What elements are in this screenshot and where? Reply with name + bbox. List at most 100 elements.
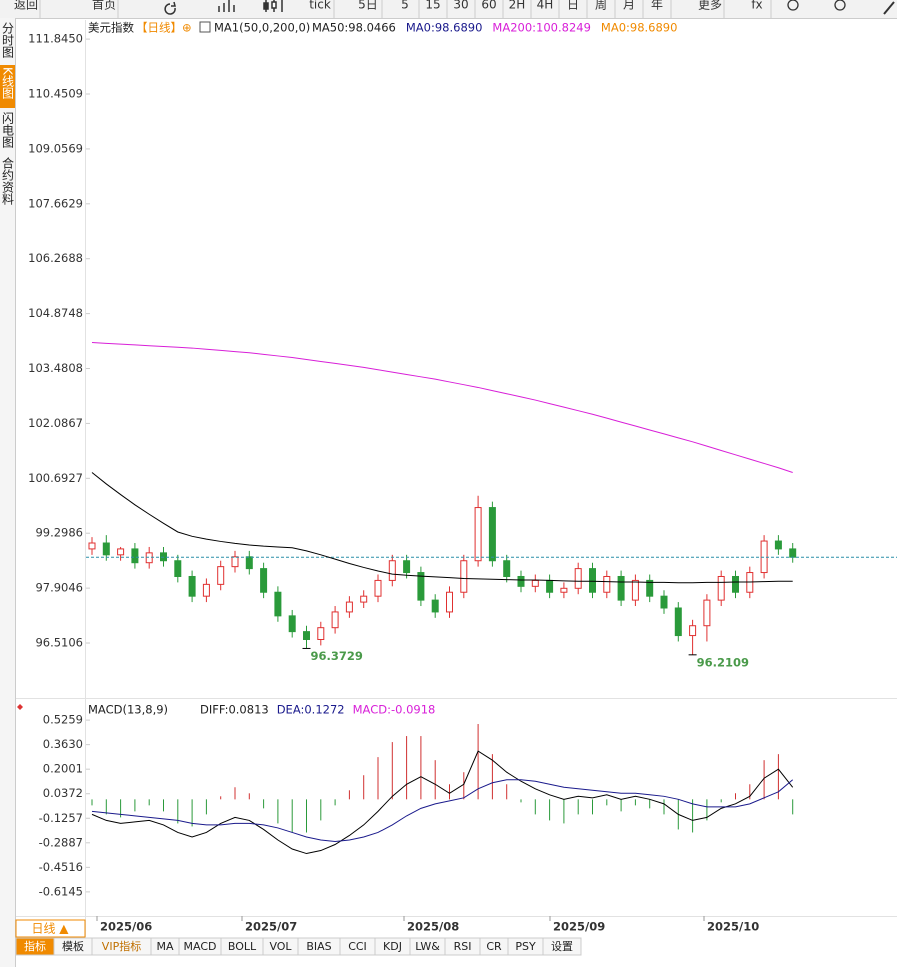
toolbar-button[interactable]: 日	[567, 0, 579, 12]
candle-body	[403, 560, 411, 574]
bottom-tab-label[interactable]: KDJ	[383, 940, 402, 953]
chart-icon[interactable]	[218, 0, 235, 12]
candle-body	[703, 599, 711, 627]
candle-body	[102, 542, 110, 556]
side-strip	[0, 18, 15, 967]
bottom-tab-label[interactable]: VIP指标	[102, 939, 141, 953]
bottom-tab-label[interactable]: VOL	[269, 940, 292, 953]
y-tick-label: 102.0867	[28, 416, 83, 430]
low-label: 96.3729	[311, 649, 363, 663]
bottom-tab-label[interactable]: LW&	[415, 940, 440, 953]
legend-entry: MA200:100.8249	[492, 21, 591, 35]
candle-body	[674, 607, 682, 637]
bottom-tab-label[interactable]: RSI	[454, 940, 472, 953]
toolbar-button[interactable]: 年	[651, 0, 663, 12]
candle-body	[131, 548, 139, 564]
side-tab[interactable]: 分时图	[1, 22, 15, 58]
indicator: MA1(50,0,200,0)	[214, 21, 310, 35]
period-button-label[interactable]: 日线 ▲	[31, 922, 69, 936]
bottom-tab-label[interactable]: CCI	[348, 940, 367, 953]
toolbar-button[interactable]: 月	[623, 0, 635, 12]
candle-body	[360, 595, 368, 603]
toolbar-button[interactable]: 2H	[509, 0, 526, 12]
bottom-tab-label[interactable]: CR	[486, 940, 502, 953]
candle-body	[732, 575, 739, 593]
macd-title: MACD(13,8,9)	[88, 703, 168, 717]
y-tick-label: -0.6145	[39, 884, 83, 898]
candle-body	[174, 560, 182, 577]
candle-body	[345, 601, 353, 613]
toolbar-button[interactable]: 30	[453, 0, 468, 12]
x-tick-label: 2025/08	[407, 920, 459, 934]
period-icon: ⊕	[182, 21, 192, 35]
candle-body	[274, 591, 282, 617]
candle-body	[431, 599, 439, 613]
y-tick-label: -0.2887	[39, 835, 83, 849]
candle-body	[460, 560, 468, 593]
toolbar-button[interactable]: 周	[595, 0, 607, 12]
bottom-tab-label[interactable]: 设置	[551, 940, 573, 953]
zoom-in-icon[interactable]	[834, 0, 846, 11]
y-tick-label: 106.2688	[28, 251, 83, 265]
candle-body	[260, 568, 268, 593]
bottom-tab[interactable]	[542, 937, 582, 956]
candle-body	[188, 575, 196, 597]
toolbar-button[interactable]: 4H	[537, 0, 554, 12]
y-tick-label: 97.9046	[35, 581, 83, 595]
period-button[interactable]	[15, 919, 86, 938]
zoom-out-icon[interactable]	[787, 0, 799, 11]
y-tick-label: 104.8748	[28, 306, 83, 320]
legend-entry: DEA:0.1272	[277, 703, 345, 717]
y-tick-label: 100.6927	[28, 471, 83, 485]
refresh-icon[interactable]	[164, 1, 176, 15]
side-tab[interactable]: 合约资料	[1, 156, 15, 205]
x-tick-label: 2025/10	[707, 920, 759, 934]
toolbar-button[interactable]: tick	[309, 0, 331, 12]
y-tick-label: 0.3630	[43, 737, 83, 751]
candle-body	[531, 579, 539, 587]
period: 【日线】	[136, 21, 182, 35]
candle-body	[589, 568, 596, 593]
bottom-tab-label[interactable]: BIAS	[306, 940, 331, 953]
y-tick-label: 96.5106	[35, 636, 83, 650]
bottom-tab-label[interactable]: MA	[156, 940, 173, 953]
y-tick-label: 0.2001	[43, 762, 83, 776]
candle-icon[interactable]	[263, 0, 283, 12]
toolbar-button[interactable]: 15	[425, 0, 440, 12]
legend-entry: MA0:98.6890	[601, 21, 678, 35]
toolbar-button[interactable]: 5日	[358, 0, 378, 12]
legend-entry: DIFF:0.0813	[200, 703, 269, 717]
candle-body	[388, 560, 396, 581]
indicator-icon	[199, 21, 211, 33]
candle-body	[217, 566, 225, 585]
candle-body	[660, 595, 668, 609]
candle-body	[317, 627, 325, 641]
candle-body	[88, 542, 96, 550]
macd-line	[91, 750, 794, 855]
y-tick-label: 107.6629	[28, 196, 83, 210]
candle-body	[117, 548, 125, 556]
bottom-tab-label[interactable]: MACD	[184, 940, 217, 953]
draw-icon[interactable]	[883, 1, 895, 15]
bottom-tab-label[interactable]: 模板	[62, 939, 84, 953]
bottom-tab-label[interactable]: PSY	[515, 940, 536, 953]
candle-body	[631, 579, 639, 601]
settings-icon[interactable]	[17, 704, 23, 710]
candle-body	[689, 625, 697, 637]
low-label: 96.2109	[697, 655, 749, 669]
legend-entry: MA0:98.6890	[406, 21, 483, 35]
toolbar-button[interactable]: fx	[751, 0, 762, 12]
toolbar-button[interactable]: 返回	[14, 0, 38, 12]
bottom-tab-label[interactable]: 指标	[24, 939, 46, 953]
side-tab[interactable]: 闪电图	[1, 112, 15, 148]
side-tab-active	[0, 65, 15, 108]
toolbar-button[interactable]: 60	[481, 0, 496, 12]
y-tick-label: 99.2986	[35, 526, 83, 540]
toolbar-button[interactable]: 首页	[92, 0, 116, 12]
bottom-tab-label[interactable]: BOLL	[228, 940, 257, 953]
toolbar-button[interactable]: 5	[401, 0, 409, 12]
side-tab[interactable]: K线图	[1, 67, 15, 99]
candle-body	[202, 583, 210, 597]
toolbar-button[interactable]: 更多	[698, 0, 722, 12]
candle-body	[417, 572, 425, 601]
